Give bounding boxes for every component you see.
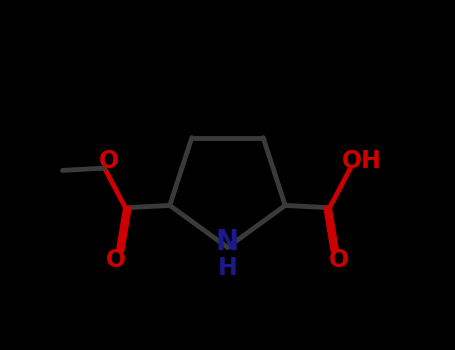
Text: O: O [106, 248, 126, 272]
Text: O: O [329, 248, 349, 272]
Text: H: H [217, 256, 238, 280]
Text: N: N [216, 228, 239, 256]
Text: OH: OH [342, 149, 382, 173]
Text: O: O [99, 149, 119, 173]
